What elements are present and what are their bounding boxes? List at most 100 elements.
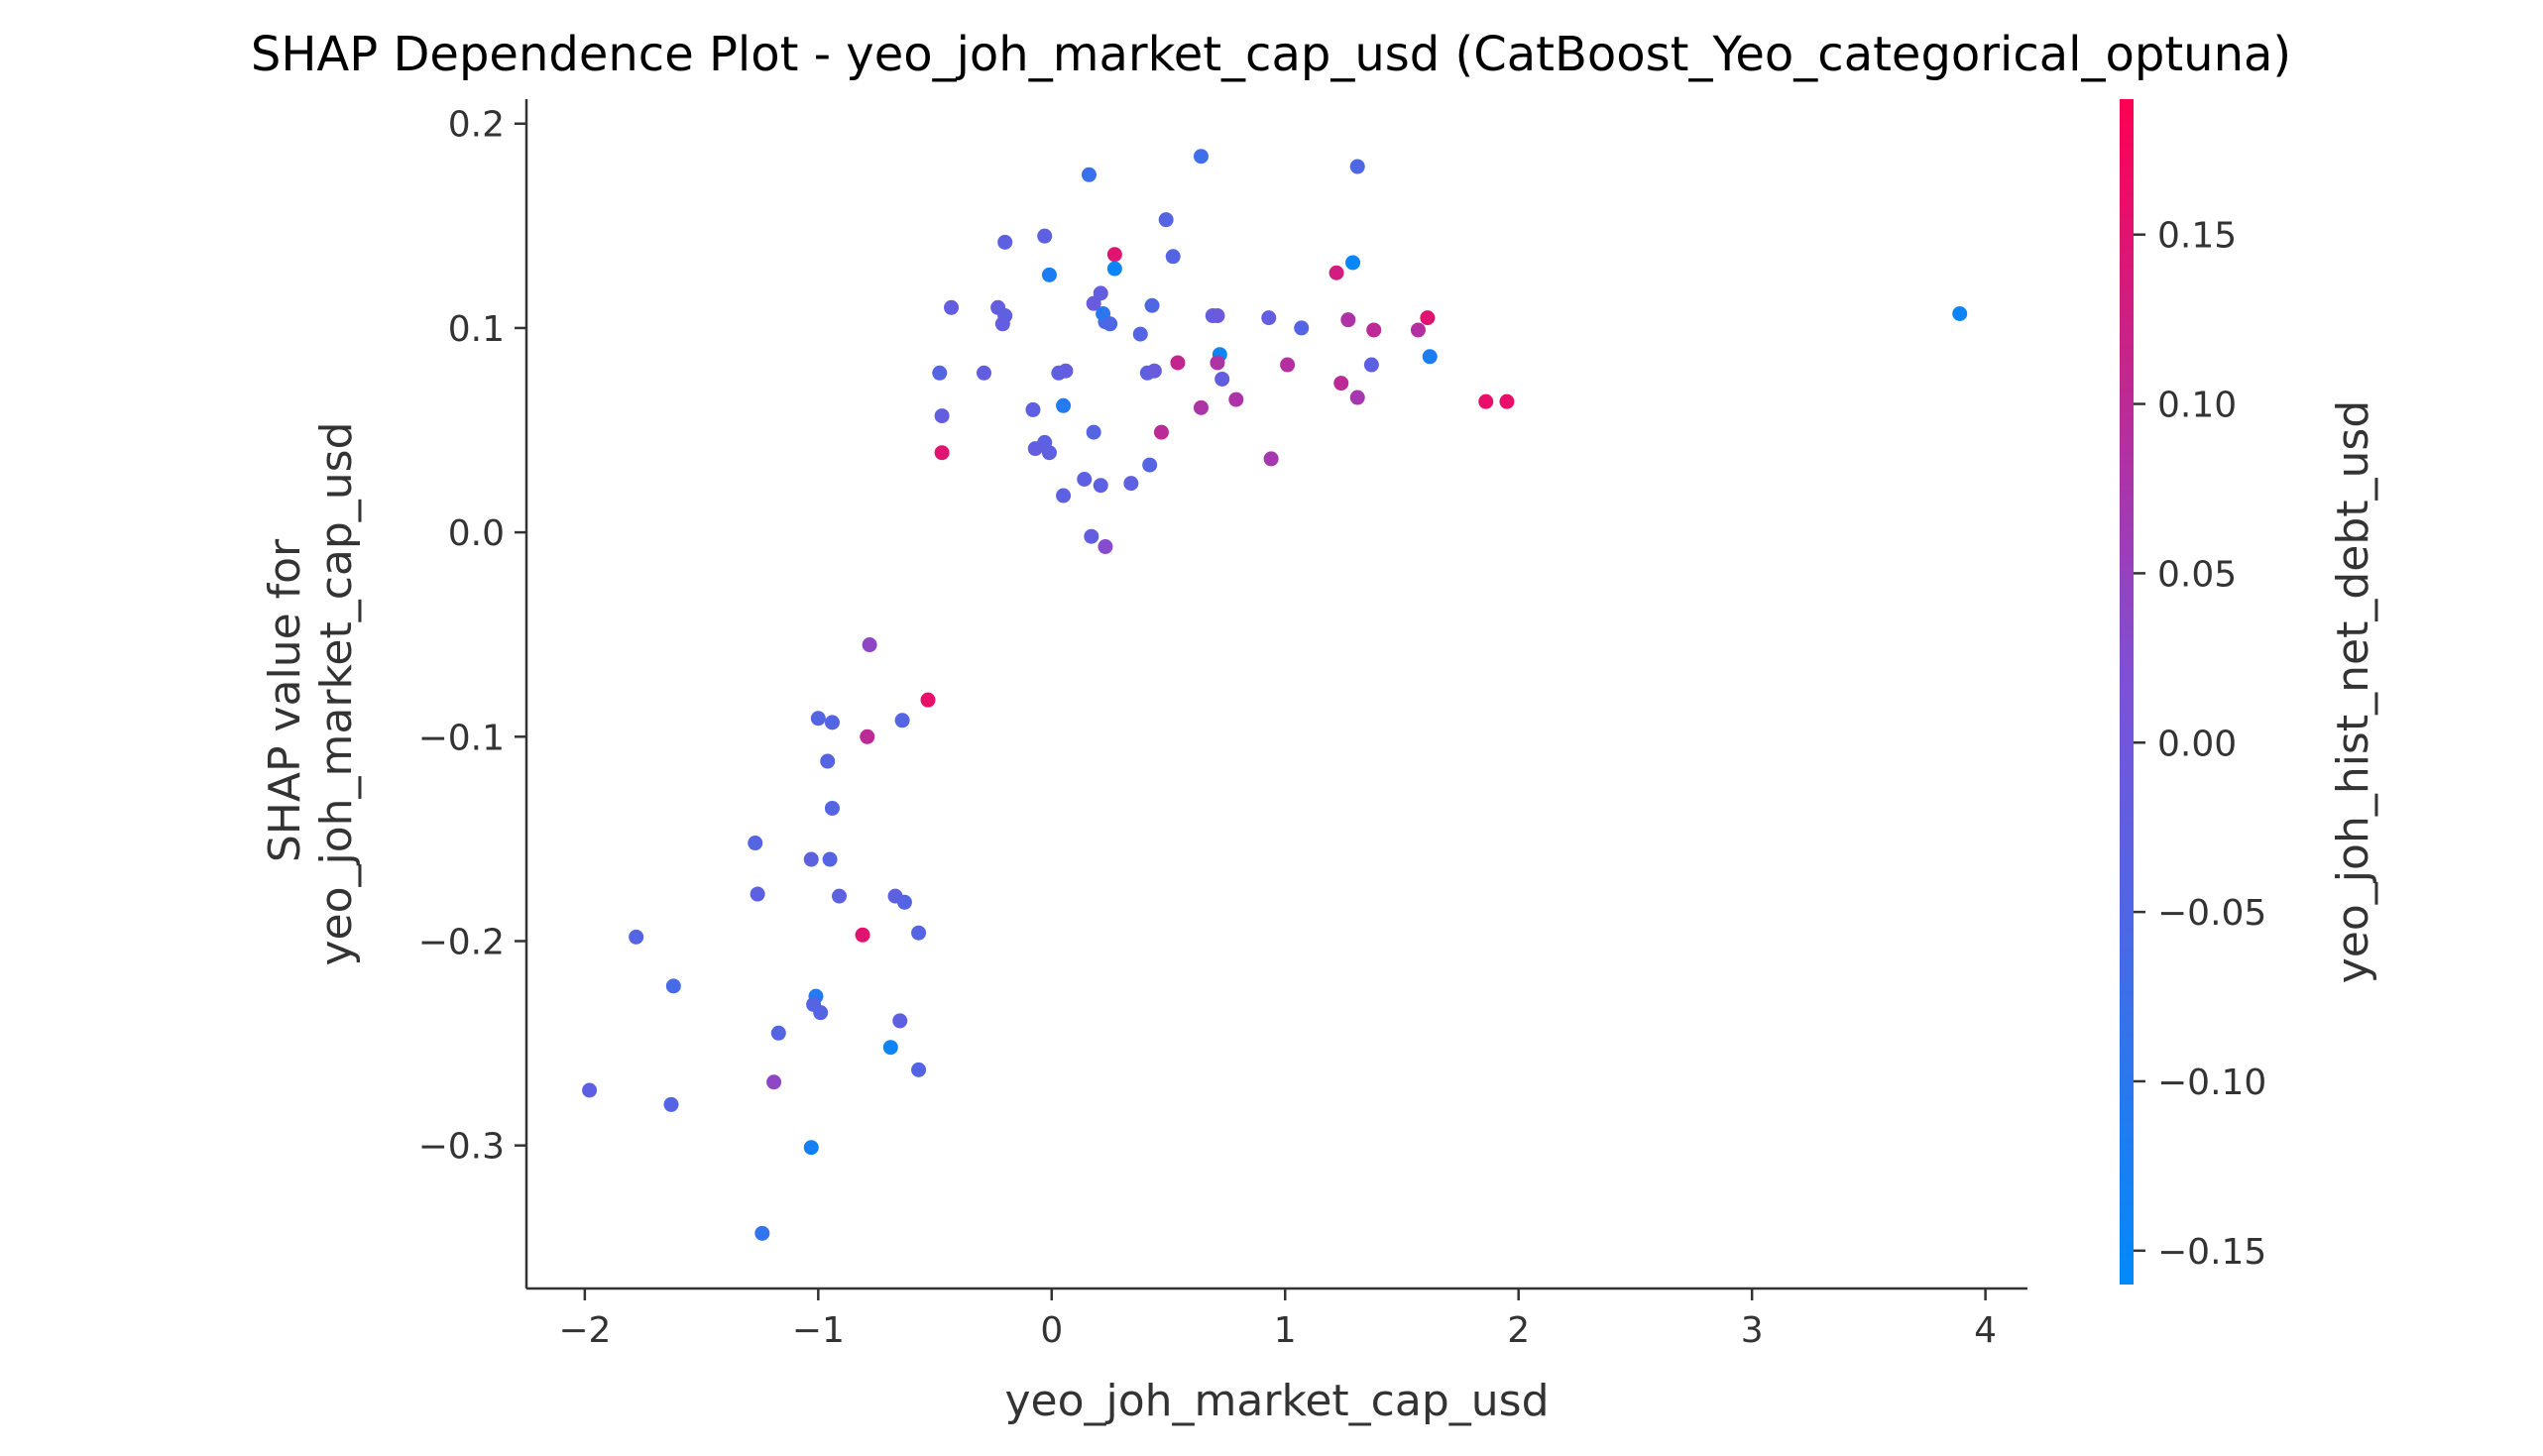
scatter-point [1142, 457, 1158, 473]
colorbar-tick-label: 0.10 [2157, 386, 2237, 426]
scatter-point [855, 927, 870, 943]
scatter-point [1041, 445, 1057, 461]
scatter-point [1123, 476, 1139, 492]
scatter-point [1478, 393, 1494, 409]
y-axis-label: SHAP value for yeo_joh_market_cap_usd [260, 421, 362, 965]
y-tick-label: 0.0 [448, 513, 505, 554]
scatter-point [629, 929, 644, 945]
scatter-point [766, 1074, 782, 1090]
scatter-point [824, 715, 840, 730]
y-axis: −0.3 −0.2 −0.1 0.0 0.1 0.2 SHAP value for yeo… [260, 99, 528, 1288]
scatter-point [911, 925, 927, 941]
y-ticks: −0.3 −0.2 −0.1 0.0 0.1 0.2 [418, 105, 526, 1168]
scatter-point [1499, 393, 1515, 409]
y-tick-label: 0.1 [448, 309, 505, 350]
chart-title: SHAP Dependence Plot - yeo_joh_market_ca… [251, 27, 2291, 82]
y-tick-label: 0.2 [448, 105, 505, 146]
scatter-point [1294, 320, 1310, 336]
scatter-point [1093, 285, 1108, 301]
scatter-point [1210, 355, 1225, 371]
scatter-point [1345, 255, 1361, 271]
scatter-points [582, 149, 1968, 1241]
scatter-point [1093, 478, 1108, 494]
scatter-point [1261, 310, 1277, 326]
scatter-point [824, 800, 840, 816]
colorbar-gradient [2120, 99, 2134, 1285]
scatter-point [1086, 424, 1101, 440]
scatter-point [803, 851, 819, 867]
scatter-point [1153, 424, 1169, 440]
scatter-point [1058, 363, 1074, 379]
x-tick-label: 3 [1741, 1310, 1764, 1351]
colorbar-tick-label: 0.05 [2157, 554, 2237, 595]
scatter-point [1329, 265, 1344, 280]
x-axis: −2 −1 0 1 2 3 4 yeo_joh_market_cap_usd [526, 1287, 2027, 1426]
scatter-point [1420, 310, 1436, 326]
scatter-point [1056, 397, 1072, 413]
colorbar-tick-label: 0.15 [2157, 216, 2237, 257]
x-tick-label: 4 [1974, 1310, 1997, 1351]
scatter-point [1025, 401, 1041, 417]
scatter-point [997, 234, 1013, 250]
x-ticks: −2 −1 0 1 2 3 4 [558, 1288, 1997, 1351]
scatter-point [976, 365, 991, 381]
scatter-point [750, 886, 765, 902]
scatter-point [1263, 451, 1279, 467]
x-tick-label: −1 [792, 1310, 845, 1351]
x-tick-label: 1 [1274, 1310, 1297, 1351]
scatter-point [1106, 247, 1122, 263]
scatter-point [1214, 371, 1230, 387]
colorbar: −0.15 −0.10 −0.05 0.00 0.05 0.10 0.15 yeo_joh_… [2120, 99, 2378, 1285]
scatter-point [860, 728, 875, 744]
scatter-point [1077, 472, 1093, 488]
scatter-point [1210, 308, 1225, 324]
scatter-point [1102, 316, 1118, 332]
y-tick-label: −0.2 [418, 922, 505, 962]
colorbar-tick-label: −0.10 [2157, 1063, 2266, 1103]
scatter-point [1366, 322, 1382, 338]
scatter-point [813, 1005, 829, 1021]
scatter-point [1132, 326, 1148, 342]
scatter-point [994, 316, 1010, 332]
scatter-point [1410, 322, 1426, 338]
scatter-point [1349, 390, 1365, 405]
y-axis-label-line-1: SHAP value for [260, 538, 310, 862]
colorbar-tick-label: 0.00 [2157, 724, 2237, 764]
scatter-point [1158, 212, 1174, 228]
scatter-point [882, 1040, 898, 1056]
scatter-point [1098, 539, 1113, 555]
scatter-point [1170, 355, 1186, 371]
scatter-point [1027, 441, 1043, 457]
x-tick-label: −2 [558, 1310, 611, 1351]
x-axis-label: yeo_joh_market_cap_usd [1004, 1376, 1549, 1426]
scatter-point [920, 692, 936, 708]
scatter-point [754, 1225, 770, 1241]
scatter-point [1193, 399, 1209, 415]
scatter-point [1037, 228, 1053, 244]
x-tick-label: 0 [1040, 1310, 1063, 1351]
scatter-point [832, 888, 848, 904]
scatter-point [1228, 392, 1244, 407]
scatter-point [822, 851, 838, 867]
scatter-point [1363, 357, 1379, 373]
scatter-point [1084, 528, 1099, 544]
scatter-point [1349, 159, 1365, 174]
scatter-point [892, 1013, 908, 1029]
scatter-point [810, 711, 826, 727]
y-tick-label: −0.3 [418, 1127, 505, 1168]
y-axis-label-line-2: yeo_joh_market_cap_usd [311, 421, 362, 965]
scatter-point [862, 637, 877, 653]
scatter-point [932, 365, 948, 381]
scatter-point [934, 445, 950, 461]
scatter-point [1081, 167, 1097, 182]
colorbar-ticks: −0.15 −0.10 −0.05 0.00 0.05 0.10 0.15 [2134, 216, 2266, 1273]
scatter-point [1333, 376, 1349, 392]
scatter-point [896, 894, 912, 910]
scatter-point [1146, 363, 1162, 379]
scatter-point [911, 1062, 927, 1077]
scatter-point [1193, 149, 1209, 165]
scatter-point [1952, 305, 1968, 321]
scatter-point [1144, 297, 1160, 313]
scatter-point [1041, 267, 1057, 282]
